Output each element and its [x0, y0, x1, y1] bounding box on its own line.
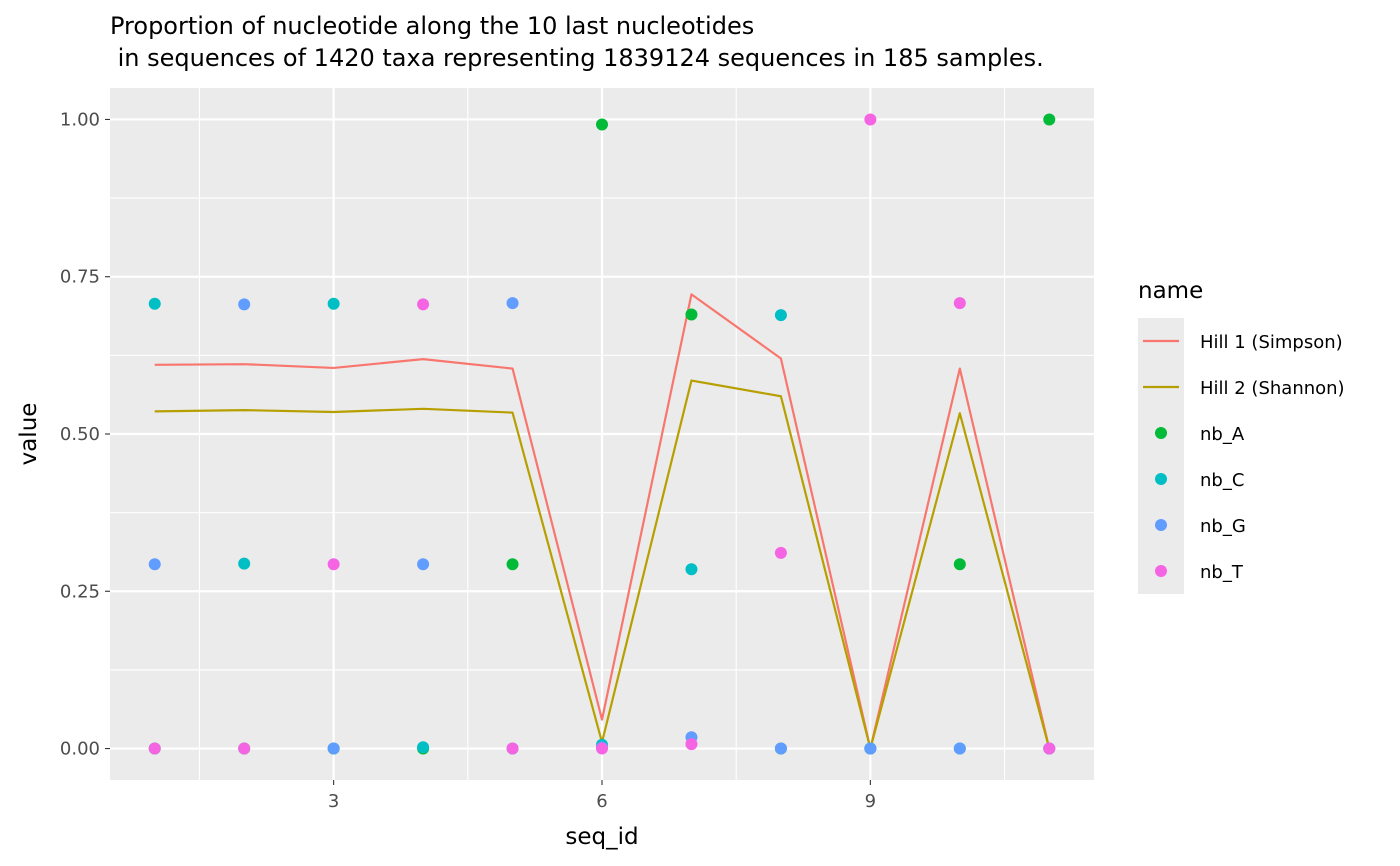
x-tick-label: 9 — [865, 791, 876, 812]
point-nb-c — [417, 741, 430, 754]
point-nb-t — [506, 742, 519, 755]
point-nb-a — [953, 558, 966, 571]
point-nb-c — [685, 563, 698, 576]
legend-label: Hill 1 (Simpson) — [1200, 332, 1343, 353]
y-tick-label: 0.00 — [60, 739, 100, 760]
legend-key-point — [1155, 473, 1167, 485]
y-tick-label: 0.25 — [60, 581, 100, 602]
legend-label: nb_A — [1200, 424, 1245, 445]
x-tick-label: 3 — [328, 791, 339, 812]
legend-items: Hill 1 (Simpson) Hill 2 (Shannon) nb_A nb_C… — [1138, 318, 1345, 594]
legend-label: Hill 2 (Shannon) — [1200, 378, 1345, 399]
point-nb-t — [1043, 742, 1056, 755]
series-line-hill-1-simpson — [154, 293, 1051, 750]
point-nb-t — [148, 742, 161, 755]
legend: name Hill 1 (Simpson) Hill 2 (Shannon) nb_… — [1138, 278, 1345, 594]
point-nb-g — [506, 297, 519, 310]
point-nb-a — [685, 308, 698, 321]
point-nb-t — [953, 297, 966, 310]
x-axis: 3 6 9 — [328, 780, 876, 812]
legend-label: nb_G — [1200, 516, 1246, 537]
legend-key-point — [1155, 427, 1167, 439]
point-nb-c — [774, 309, 787, 322]
legend-title: name — [1138, 278, 1203, 304]
y-tick-label: 0.50 — [60, 424, 100, 445]
chart-title-line-2: in sequences of 1420 taxa representing 1… — [110, 44, 1044, 72]
point-nb-t — [596, 742, 608, 755]
legend-key-point — [1155, 565, 1167, 577]
point-nb-a — [596, 118, 608, 131]
point-nb-a — [1043, 113, 1056, 126]
legend-label: nb_C — [1200, 470, 1244, 491]
point-nb-c — [238, 557, 251, 570]
y-tick-label: 0.75 — [60, 267, 100, 288]
grid-major — [110, 88, 1094, 780]
point-nb-t — [327, 558, 340, 571]
y-tick-label: 1.00 — [60, 109, 100, 130]
y-axis: 0.00 0.25 0.50 0.75 1.00 — [60, 109, 110, 760]
point-nb-t — [238, 742, 251, 755]
point-nb-c — [327, 297, 340, 310]
point-nb-c — [148, 297, 161, 310]
point-nb-t — [417, 298, 430, 311]
point-nb-g — [953, 742, 966, 755]
x-axis-title: seq_id — [565, 824, 638, 850]
point-nb-g — [417, 558, 430, 571]
legend-label: nb_T — [1200, 562, 1244, 583]
point-nb-g — [148, 558, 161, 571]
point-nb-t — [685, 738, 698, 751]
point-nb-g — [238, 298, 251, 311]
point-nb-g — [327, 742, 340, 755]
series-points — [148, 113, 1056, 755]
x-tick-label: 6 — [596, 791, 607, 812]
chart-title-line-1: Proportion of nucleotide along the 10 la… — [110, 12, 754, 40]
point-nb-g — [864, 742, 877, 755]
y-axis-title: value — [16, 403, 42, 466]
point-nb-g — [774, 742, 787, 755]
point-nb-a — [506, 558, 519, 571]
point-nb-t — [864, 113, 877, 126]
legend-key-point — [1155, 519, 1167, 531]
point-nb-t — [774, 546, 787, 559]
